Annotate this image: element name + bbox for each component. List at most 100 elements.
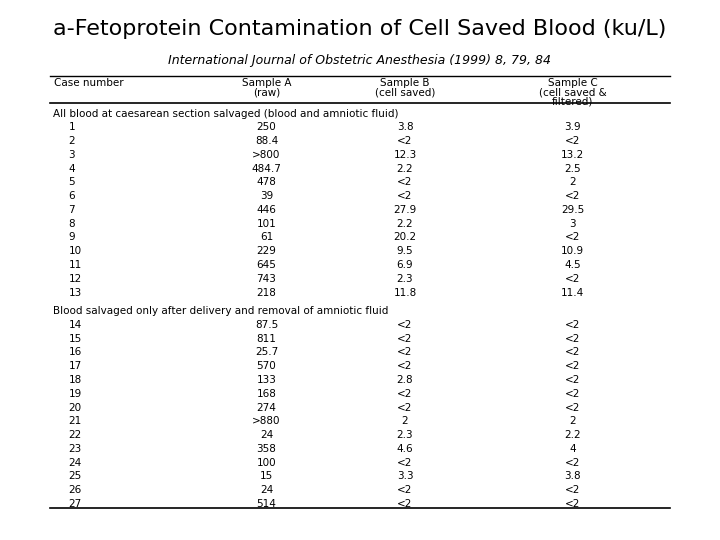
Text: 2.3: 2.3: [397, 274, 413, 284]
Text: Sample C: Sample C: [547, 78, 598, 89]
Text: 6: 6: [68, 191, 75, 201]
Text: 9.5: 9.5: [397, 246, 413, 256]
Text: <2: <2: [564, 232, 580, 242]
Text: 13.2: 13.2: [561, 150, 584, 160]
Text: 21: 21: [68, 416, 81, 426]
Text: <2: <2: [397, 499, 413, 509]
Text: 6.9: 6.9: [397, 260, 413, 270]
Text: <2: <2: [564, 375, 580, 385]
Text: 2: 2: [402, 416, 408, 426]
Text: 1: 1: [68, 122, 75, 132]
Text: 3: 3: [569, 219, 576, 229]
Text: 11.8: 11.8: [393, 287, 417, 298]
Text: <2: <2: [397, 136, 413, 146]
Text: 3.8: 3.8: [397, 122, 413, 132]
Text: 2.2: 2.2: [564, 430, 581, 440]
Text: 24: 24: [68, 457, 81, 468]
Text: 10: 10: [68, 246, 81, 256]
Text: 4: 4: [68, 164, 75, 174]
Text: 229: 229: [256, 246, 276, 256]
Text: 4: 4: [569, 444, 576, 454]
Text: 250: 250: [256, 122, 276, 132]
Text: 133: 133: [256, 375, 276, 385]
Text: <2: <2: [397, 320, 413, 330]
Text: Blood salvaged only after delivery and removal of amniotic fluid: Blood salvaged only after delivery and r…: [53, 306, 388, 316]
Text: 2.2: 2.2: [397, 164, 413, 174]
Text: 2: 2: [569, 177, 576, 187]
Text: <2: <2: [564, 136, 580, 146]
Text: 2: 2: [569, 416, 576, 426]
Text: <2: <2: [397, 389, 413, 399]
Text: 22: 22: [68, 430, 81, 440]
Text: 24: 24: [260, 485, 273, 495]
Text: 15: 15: [260, 471, 273, 481]
Text: 17: 17: [68, 361, 81, 371]
Text: 8: 8: [68, 219, 75, 229]
Text: 2.8: 2.8: [397, 375, 413, 385]
Text: 274: 274: [256, 402, 276, 413]
Text: 570: 570: [256, 361, 276, 371]
Text: 16: 16: [68, 347, 81, 357]
Text: 168: 168: [256, 389, 276, 399]
Text: >800: >800: [252, 150, 281, 160]
Text: <2: <2: [564, 402, 580, 413]
Text: 29.5: 29.5: [561, 205, 584, 215]
Text: <2: <2: [564, 361, 580, 371]
Text: 645: 645: [256, 260, 276, 270]
Text: 2.3: 2.3: [397, 430, 413, 440]
Text: <2: <2: [397, 485, 413, 495]
Text: 101: 101: [256, 219, 276, 229]
Text: <2: <2: [564, 485, 580, 495]
Text: 12: 12: [68, 274, 81, 284]
Text: <2: <2: [564, 499, 580, 509]
Text: 14: 14: [68, 320, 81, 330]
Text: 13: 13: [68, 287, 81, 298]
Text: <2: <2: [564, 347, 580, 357]
Text: 3.9: 3.9: [564, 122, 581, 132]
Text: <2: <2: [564, 334, 580, 343]
Text: 19: 19: [68, 389, 81, 399]
Text: 2.2: 2.2: [397, 219, 413, 229]
Text: (cell saved): (cell saved): [375, 87, 435, 98]
Text: 18: 18: [68, 375, 81, 385]
Text: 3.3: 3.3: [397, 471, 413, 481]
Text: <2: <2: [397, 457, 413, 468]
Text: 11: 11: [68, 260, 81, 270]
Text: 478: 478: [256, 177, 276, 187]
Text: 218: 218: [256, 287, 276, 298]
Text: All blood at caesarean section salvaged (blood and amniotic fluid): All blood at caesarean section salvaged …: [53, 109, 398, 119]
Text: 23: 23: [68, 444, 81, 454]
Text: 20: 20: [68, 402, 81, 413]
Text: >880: >880: [252, 416, 281, 426]
Text: <2: <2: [397, 191, 413, 201]
Text: (raw): (raw): [253, 87, 280, 98]
Text: International Journal of Obstetric Anesthesia (1999) 8, 79, 84: International Journal of Obstetric Anest…: [168, 54, 552, 67]
Text: 3.8: 3.8: [564, 471, 581, 481]
Text: 11.4: 11.4: [561, 287, 584, 298]
Text: <2: <2: [397, 177, 413, 187]
Text: <2: <2: [397, 334, 413, 343]
Text: 27: 27: [68, 499, 81, 509]
Text: <2: <2: [564, 457, 580, 468]
Text: 3: 3: [68, 150, 75, 160]
Text: 358: 358: [256, 444, 276, 454]
Text: <2: <2: [564, 191, 580, 201]
Text: 484.7: 484.7: [251, 164, 282, 174]
Text: <2: <2: [397, 361, 413, 371]
Text: 12.3: 12.3: [393, 150, 417, 160]
Text: 61: 61: [260, 232, 273, 242]
Text: Case number: Case number: [54, 78, 124, 89]
Text: 2: 2: [68, 136, 75, 146]
Text: 39: 39: [260, 191, 273, 201]
Text: a-Fetoprotein Contamination of Cell Saved Blood (ku/L): a-Fetoprotein Contamination of Cell Save…: [53, 19, 667, 39]
Text: Sample A: Sample A: [242, 78, 291, 89]
Text: 27.9: 27.9: [393, 205, 417, 215]
Text: <2: <2: [564, 274, 580, 284]
Text: Sample B: Sample B: [380, 78, 430, 89]
Text: 24: 24: [260, 430, 273, 440]
Text: 87.5: 87.5: [255, 320, 278, 330]
Text: 10.9: 10.9: [561, 246, 584, 256]
Text: 514: 514: [256, 499, 276, 509]
Text: filtered): filtered): [552, 97, 593, 107]
Text: 20.2: 20.2: [393, 232, 417, 242]
